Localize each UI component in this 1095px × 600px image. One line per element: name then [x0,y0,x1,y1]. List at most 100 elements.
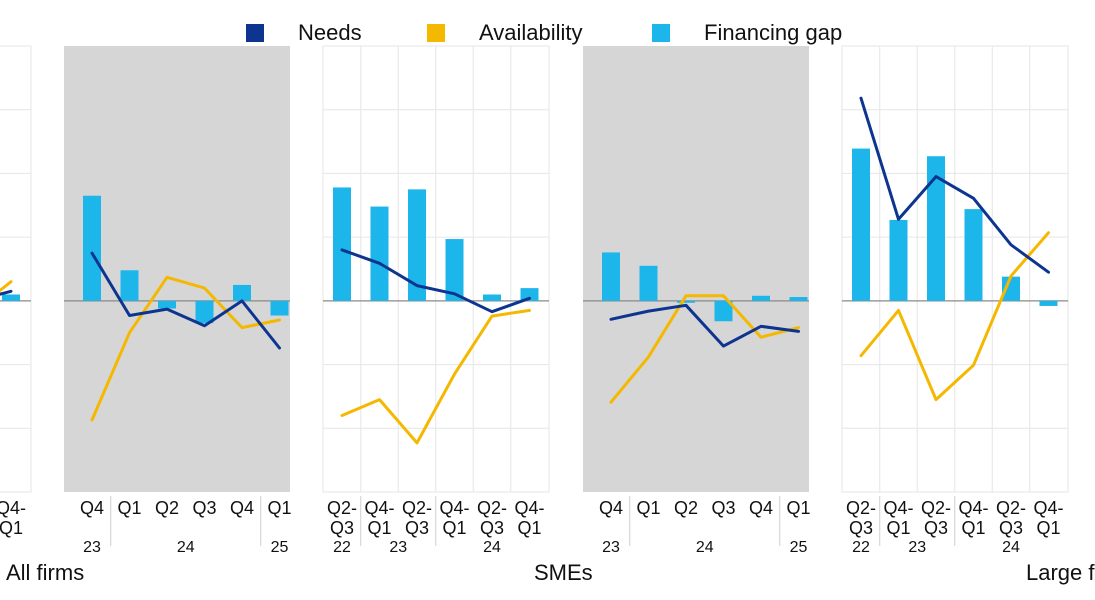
legend-availability-label: Availability [479,20,583,45]
panel-large-firms-halfyear-gap-bar [1002,276,1020,301]
legend-needs-label: Needs [298,20,362,45]
panel-large-firms-halfyear-gap-bar [889,219,908,301]
panel-smes-halfyear-gap-bar [370,206,389,301]
panel-large-firms-halfyear-tick-label: Q1 [1036,518,1060,538]
panel-large-firms-halfyear-tick-label: Q4- [883,498,913,518]
panel-all-firms-quarterly-gap-bar [270,300,289,316]
panel-all-firms-halfyear-partial-tick-label: Q4- [0,498,26,518]
panel-all-firms-halfyear-partial-availability-line [0,280,13,293]
panel-all-firms-quarterly-tick-label: Q4 [80,498,104,518]
panel-smes-quarterly-year-label: 24 [696,539,714,556]
panel-smes-halfyear-tick-label: Q3 [405,518,429,538]
legend-gap-label: Financing gap [704,20,843,45]
panel-large-firms-halfyear-tick-label: Q3 [924,518,948,538]
panel-all-firms-quarterly-tick-label: Q2 [155,498,179,518]
group-label-large-firms: Large f [1026,560,1095,585]
panel-smes-quarterly-gap-bar [789,297,808,301]
panel-smes-halfyear-year-label: 24 [483,539,501,556]
legend-needs-swatch [246,24,264,42]
panel-smes-quarterly-gap-bar [677,300,695,303]
panel-smes-halfyear-gap-bar [520,288,539,301]
panel-all-firms-halfyear-partial-plot-area [0,45,32,493]
panel-large-firms-halfyear-tick-label: Q1 [886,518,910,538]
legend-gap-swatch [652,24,670,42]
panel-all-firms-quarterly-tick-label: Q1 [117,498,141,518]
panel-smes-halfyear-needs-line [340,248,531,314]
panel-large-firms-halfyear-gap-bar [964,209,983,301]
panel-all-firms-halfyear-partial-tick-label: Q1 [0,518,23,538]
panel-smes-halfyear-gap-bar [333,187,351,301]
panel-large-firms-halfyear-needs-line [859,96,1050,274]
panel-smes-quarterly-tick-label: Q3 [711,498,735,518]
panel-smes-quarterly-plot-area [583,46,809,492]
panel-smes-quarterly-tick-label: Q2 [674,498,698,518]
panel-smes-quarterly-year-label: 23 [602,539,620,556]
panel-all-firms-halfyear-partial-gap-bar [2,294,20,301]
panel-smes-quarterly-year-label: 25 [790,539,808,556]
group-label-smes: SMEs [534,560,593,585]
panel-smes-quarterly-gap-bar [714,300,733,322]
panel-smes-halfyear-tick-label: Q1 [442,518,466,538]
panel-large-firms-halfyear-gap-bar [927,156,945,301]
panel-all-firms-quarterly-year-label: 23 [83,539,101,556]
panel-smes-halfyear-tick-label: Q2- [327,498,357,518]
panel-all-firms-quarterly-year-label: 25 [271,539,289,556]
panel-smes-halfyear-availability-line [340,308,531,445]
legend-needs: Needs [246,18,362,48]
panel-large-firms-halfyear-tick-label: Q3 [849,518,873,538]
legend-gap: Financing gap [652,18,842,48]
legend-availability: Availability [427,18,583,48]
panel-smes-halfyear-tick-label: Q4- [439,498,469,518]
panel-all-firms-quarterly-gap-bar [83,195,101,301]
panel-all-firms-quarterly-year-label: 24 [177,539,195,556]
panel-large-firms-halfyear-tick-label: Q2- [921,498,951,518]
panel-smes-halfyear-tick-label: Q2- [477,498,507,518]
panel-all-firms-quarterly-tick-label: Q4 [230,498,254,518]
panel-all-firms-quarterly-gap-bar [120,270,139,301]
panel-all-firms-quarterly-tick-label: Q3 [192,498,216,518]
legend: Needs Availability Financing gap [0,18,1095,48]
panel-smes-halfyear-tick-label: Q1 [517,518,541,538]
panel-smes-halfyear-gap-bar [483,294,501,301]
panel-smes-halfyear-year-label: 23 [389,539,407,556]
panel-smes-quarterly-needs-line [609,303,800,348]
legend-availability-swatch [427,24,445,42]
panel-large-firms-halfyear-year-label: 23 [908,539,926,556]
panel-smes-halfyear-tick-label: Q1 [367,518,391,538]
panel-smes-halfyear-tick-label: Q3 [330,518,354,538]
panel-large-firms-halfyear-year-label: 22 [852,539,870,556]
panel-all-firms-quarterly-tick-label: Q1 [267,498,291,518]
panel-smes-halfyear-year-label: 22 [333,539,351,556]
panel-smes-quarterly-gap-bar [752,295,770,301]
panel-large-firms-halfyear-year-label: 24 [1002,539,1020,556]
panel-smes-quarterly-tick-label: Q4 [599,498,623,518]
panel-large-firms-halfyear-tick-label: Q1 [961,518,985,538]
panel-smes-halfyear-tick-label: Q4- [514,498,544,518]
panel-smes-halfyear-tick-label: Q4- [364,498,394,518]
group-label-all-firms: All firms [6,560,85,585]
panel-smes-quarterly-tick-label: Q1 [786,498,810,518]
panel-smes-quarterly-tick-label: Q1 [636,498,660,518]
panel-all-firms-quarterly-availability-line [90,275,281,422]
panel-large-firms-halfyear-tick-label: Q3 [999,518,1023,538]
panel-all-firms-halfyear-partial-needs-line [0,289,13,296]
panel-smes-quarterly-gap-bar [639,265,658,301]
panel-large-firms-halfyear-gap-bar [1039,300,1058,306]
panel-smes-halfyear-gap-bar [445,239,464,301]
panel-smes-quarterly-tick-label: Q4 [749,498,773,518]
panel-large-firms-halfyear-tick-label: Q4- [1033,498,1063,518]
panel-smes-quarterly-availability-line [609,294,800,404]
panel-smes-quarterly-gap-bar [602,252,620,301]
panel-all-firms-quarterly-needs-line [90,251,281,350]
panel-large-firms-halfyear-availability-line [859,231,1050,402]
panel-smes-halfyear-tick-label: Q2- [402,498,432,518]
panel-all-firms-quarterly-gap-bar [195,300,214,324]
panel-smes-halfyear-tick-label: Q3 [480,518,504,538]
panel-smes-halfyear-gap-bar [408,189,426,301]
panel-all-firms-quarterly-gap-bar [158,300,176,309]
panel-large-firms-halfyear-tick-label: Q2- [996,498,1026,518]
panel-large-firms-halfyear-tick-label: Q4- [958,498,988,518]
panel-all-firms-quarterly-gap-bar [233,284,251,301]
panel-large-firms-halfyear-gap-bar [852,148,870,301]
